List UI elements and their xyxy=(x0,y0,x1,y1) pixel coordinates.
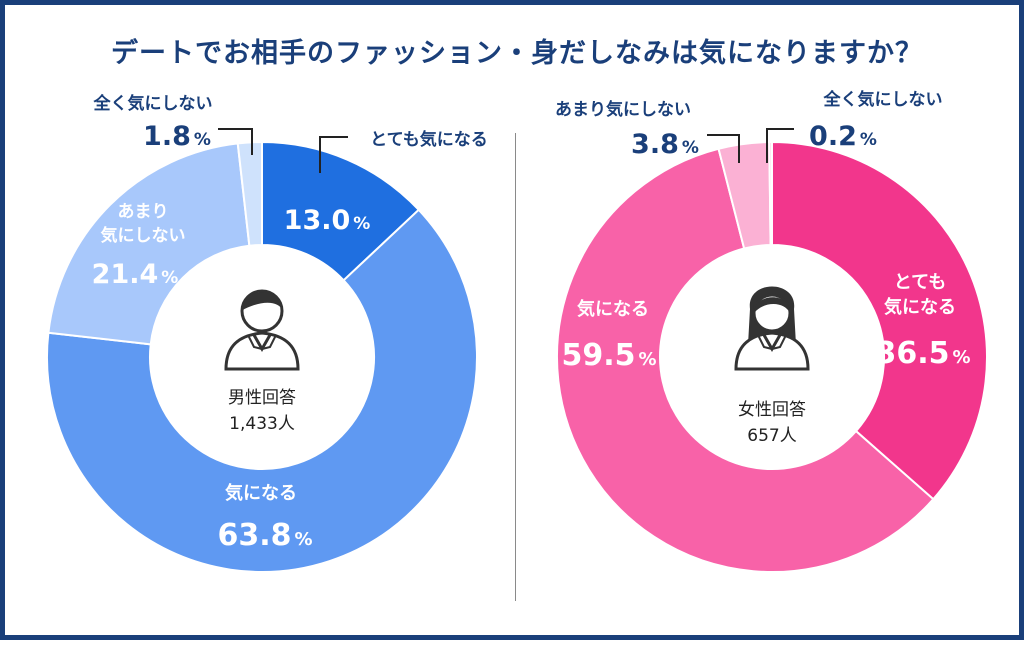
male-category-label-notmuch-2: 気にしない xyxy=(100,225,186,246)
female-category-label-notmuch: あまり気にしない xyxy=(555,99,691,120)
female-value-label-very: 36.5% xyxy=(875,336,970,371)
female-category-label-notatall: 全く気にしない xyxy=(823,89,943,110)
charts-canvas: 男性回答 1,433人 女性回答 657人 13.0% 気になる 63.8% あ… xyxy=(46,89,988,573)
female-value-label-notmuch: 3.8% xyxy=(631,129,699,160)
male-value-label-mind: 63.8% xyxy=(217,518,312,553)
male-category-label-mind: 気になる xyxy=(225,482,297,504)
female-category-label-mind: 気になる xyxy=(577,298,649,320)
male-value-label-notmuch: 21.4% xyxy=(92,259,179,290)
chart-title: デートでお相手のファッション・身だしなみは気になりますか？ xyxy=(111,38,923,69)
female-value-label-mind: 59.5% xyxy=(561,338,656,373)
male-center-label: 男性回答 xyxy=(228,388,296,408)
divider xyxy=(515,133,516,601)
female-center-count: 657人 xyxy=(747,426,796,446)
male-category-label-notmuch-1: あまり xyxy=(118,202,169,222)
female-category-label-very-1: とても xyxy=(894,272,947,293)
female-value-label-notatall: 0.2% xyxy=(809,121,877,152)
female-slice-2 xyxy=(556,147,935,573)
male-center-count: 1,433人 xyxy=(229,414,295,434)
male-category-label-notatall: 全く気にしない xyxy=(93,93,213,114)
man-avatar-icon xyxy=(224,289,300,371)
female-leader-line-notmuch xyxy=(707,134,740,163)
female-leader-line-notatall xyxy=(766,128,794,163)
female-slice-4 xyxy=(768,140,773,247)
male-leader-line-notatall xyxy=(218,128,253,155)
male-category-label-very: とても気になる xyxy=(370,129,488,150)
female-center-label: 女性回答 xyxy=(738,400,806,420)
male-value-label-notatall: 1.8% xyxy=(143,121,211,152)
woman-avatar-icon xyxy=(734,286,810,371)
male-value-label-very: 13.0% xyxy=(284,205,371,236)
female-category-label-very-2: 気になる xyxy=(884,296,956,318)
male-leader-line-very xyxy=(319,136,348,173)
